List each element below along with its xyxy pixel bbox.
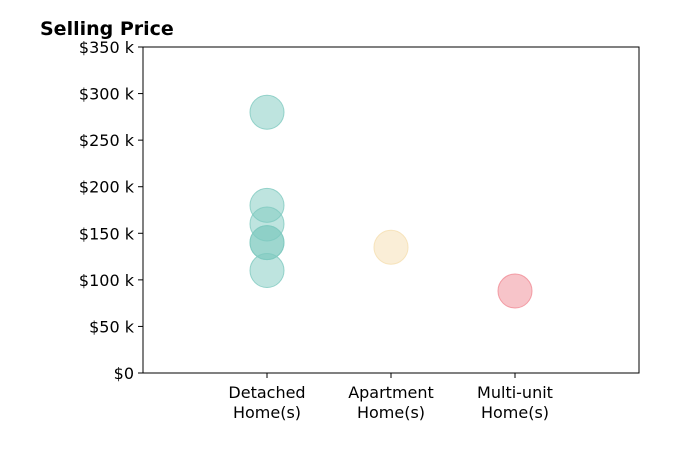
x-tick-label: Multi-unit Home(s) [477, 383, 553, 422]
x-tick-label: Detached Home(s) [228, 383, 305, 422]
x-tick-label: Apartment Home(s) [348, 383, 434, 422]
data-point [497, 273, 533, 309]
data-point [249, 253, 285, 289]
chart-marks [249, 94, 533, 309]
y-tick-label: $0 [114, 364, 134, 383]
plot-frame [142, 46, 640, 374]
y-tick-label: $100 k [79, 271, 135, 290]
chart-axes: $0 $50 k $100 k $150 k $200 k $250 k $300 k $35… [79, 38, 640, 422]
y-tick-label: $250 k [79, 131, 135, 150]
data-point [373, 229, 409, 265]
data-point [249, 94, 285, 130]
y-tick-label: $350 k [79, 38, 135, 57]
y-tick-label: $200 k [79, 178, 135, 197]
y-tick-label: $50 k [89, 317, 135, 336]
y-tick-label: $150 k [79, 224, 135, 243]
y-tick-label: $300 k [79, 85, 135, 104]
chart-title: Selling Price [40, 18, 174, 40]
